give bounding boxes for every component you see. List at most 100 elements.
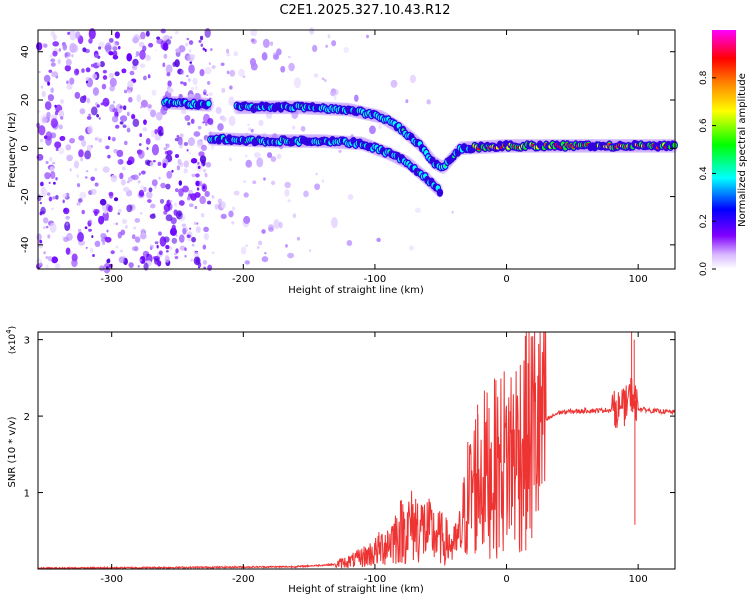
noise-speck [88, 113, 91, 117]
noise-speck [94, 240, 101, 248]
noise-speck [274, 221, 278, 226]
noise-speck [96, 62, 101, 66]
noise-speck [139, 232, 147, 240]
noise-speck [39, 201, 42, 205]
noise-speck [151, 179, 158, 187]
noise-speck [157, 161, 162, 166]
noise-speck [226, 48, 230, 54]
spectrogram-x-label: Height of straight line (km) [288, 285, 424, 296]
noise-speck [108, 136, 111, 141]
noise-speck [451, 210, 454, 214]
snr-multiplier-exp: 4 [5, 329, 13, 334]
noise-speck [171, 224, 176, 231]
noise-speck [195, 173, 200, 178]
noise-speck [173, 252, 177, 256]
noise-speck [96, 104, 100, 108]
noise-speck [109, 85, 115, 92]
noise-speck [142, 45, 147, 52]
noise-speck [291, 125, 296, 130]
noise-speck [226, 52, 231, 57]
noise-speck [184, 247, 187, 252]
noise-speck [76, 201, 81, 206]
noise-speck [117, 45, 121, 50]
noise-speck [240, 246, 247, 255]
noise-speck [62, 193, 68, 199]
noise-speck [376, 237, 381, 243]
noise-speck [84, 176, 88, 179]
noise-speck [90, 106, 98, 116]
noise-speck [233, 51, 239, 57]
noise-speck [138, 258, 142, 263]
noise-speck [165, 214, 173, 222]
noise-speck [177, 138, 183, 146]
noise-speck [94, 210, 98, 217]
noise-speck [211, 195, 215, 199]
noise-speck [200, 213, 205, 218]
noise-speck [43, 43, 48, 48]
noise-speck [88, 38, 93, 44]
noise-speck [39, 239, 43, 244]
noise-speck [134, 217, 141, 223]
noise-speck [194, 85, 198, 90]
noise-speck [113, 197, 119, 202]
noise-speck [158, 231, 162, 236]
noise-speck [58, 124, 63, 130]
noise-speck [171, 169, 174, 173]
noise-speck [175, 248, 179, 254]
noise-speck [194, 205, 198, 210]
noise-speck [263, 177, 266, 181]
noise-speck [408, 245, 415, 251]
noise-speck [191, 236, 196, 243]
noise-speck [117, 208, 122, 213]
noise-speck [161, 130, 164, 134]
noise-speck [208, 97, 212, 101]
noise-speck [44, 101, 52, 111]
noise-speck [79, 108, 86, 115]
noise-speck [188, 40, 194, 45]
noise-speck [149, 244, 154, 250]
noise-speck [59, 99, 65, 104]
snr-multiplier-base: (x10 [8, 334, 18, 355]
noise-speck [148, 42, 154, 48]
noise-speck [238, 68, 245, 77]
noise-speck [77, 228, 82, 233]
noise-speck [88, 219, 93, 224]
noise-speck [426, 99, 431, 105]
noise-speck [188, 64, 195, 74]
noise-speck [102, 166, 110, 173]
noise-speck [331, 40, 337, 47]
noise-speck [308, 249, 312, 253]
noise-speck [190, 258, 194, 262]
noise-speck [159, 236, 167, 247]
noise-speck [50, 87, 54, 94]
noise-speck [81, 209, 85, 215]
noise-speck [165, 183, 171, 190]
noise-speck [300, 125, 306, 132]
noise-speck [63, 236, 69, 243]
noise-speck [53, 181, 56, 185]
noise-speck [267, 152, 273, 159]
spectrogram-y-axis: -40 -20 0 20 40 [20, 45, 675, 253]
noise-speck [48, 181, 51, 185]
noise-speck [183, 82, 187, 87]
noise-speck [198, 151, 205, 157]
noise-speck [49, 157, 53, 162]
noise-speck [256, 157, 264, 168]
noise-speck [174, 30, 179, 35]
noise-speck [220, 201, 226, 209]
noise-speck [172, 61, 177, 67]
noise-speck [378, 123, 382, 130]
noise-speck [82, 47, 87, 53]
noise-speck [65, 56, 69, 60]
spectrogram-y-tick-label: -20 [20, 188, 31, 204]
noise-speck [110, 250, 115, 255]
noise-speck [186, 234, 191, 238]
noise-speck [321, 77, 325, 81]
noise-speck [52, 41, 59, 47]
snr-x-tick-label: -100 [364, 574, 387, 585]
noise-speck [226, 70, 230, 75]
noise-speck [245, 159, 253, 168]
noise-speck [149, 161, 155, 167]
noise-speck [143, 119, 147, 125]
noise-speck [176, 165, 181, 171]
